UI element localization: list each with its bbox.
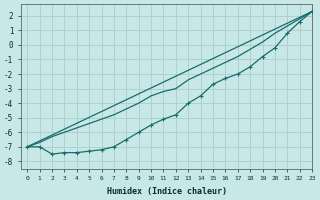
X-axis label: Humidex (Indice chaleur): Humidex (Indice chaleur) — [107, 187, 227, 196]
